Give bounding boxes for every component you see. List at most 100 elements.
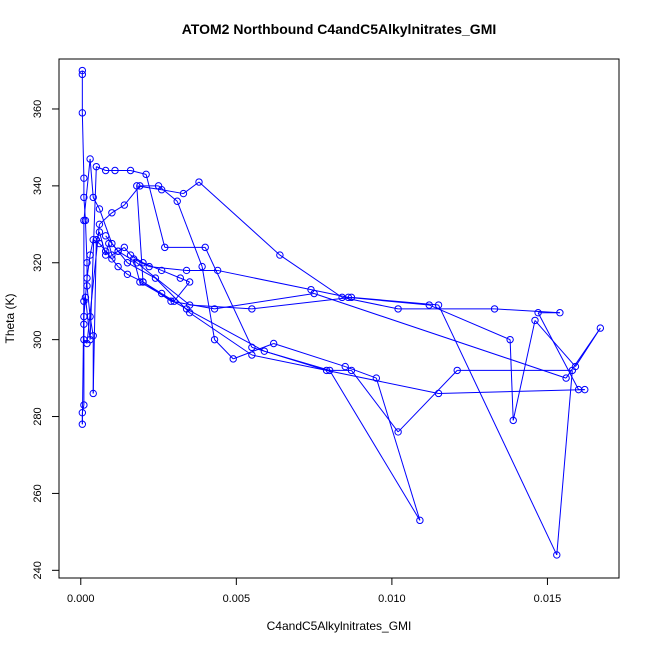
series-segment [173,281,191,302]
series-segment [136,262,190,306]
data-point [78,420,87,428]
series-segment [438,304,558,556]
data-point [101,247,110,255]
data-point [310,289,318,298]
series-segment [329,370,421,521]
data-point [108,239,116,248]
y-tick-label: 360 [32,100,44,118]
series-segment [89,158,94,198]
series-segment [99,243,107,252]
series-segment [351,296,439,306]
data-point [101,232,110,240]
data-point [347,366,356,375]
y-tick-label: 340 [32,177,44,195]
data-point [167,297,175,305]
data-point [581,385,589,394]
data-point [248,351,256,359]
data-point [114,262,122,271]
series-segment [198,181,281,256]
data-point [89,193,97,202]
series-segment [89,239,94,256]
data-point [434,301,443,309]
data-point [126,166,135,175]
data-point [95,220,104,229]
data-point [86,155,94,163]
data-point [86,335,94,344]
series-points [78,66,605,559]
data-point [80,401,88,409]
data-point [78,109,87,117]
series-segment [189,304,252,310]
series-segment [86,224,100,344]
data-point [111,166,119,175]
data-point [95,205,104,213]
series-segment [158,185,178,202]
data-point [133,259,141,267]
series-segment [117,266,128,275]
data-point [89,235,97,244]
data-point [81,293,90,302]
data-point [89,389,97,398]
series-segment [176,201,203,267]
data-point [80,174,88,182]
data-point [78,66,87,75]
series-segment [251,296,352,310]
series-segment [556,370,573,555]
series-segment [273,343,346,368]
series-segment [565,327,601,379]
data-point [78,70,87,79]
x-axis: 0.000 0.005 0.010 0.015 [67,577,561,605]
data-point [213,266,222,275]
data-point [531,316,539,325]
series-segment [438,389,585,394]
data-point [136,278,144,286]
data-point [568,366,577,375]
data-point [210,335,219,344]
series-segment [233,343,274,360]
series-segment [145,174,166,248]
data-point [108,251,116,259]
data-point [341,362,349,371]
data-point [506,335,514,344]
data-point [490,305,499,313]
y-axis-label: Theta (K) [3,293,17,343]
series-segment [81,301,85,425]
series-segment [397,370,458,433]
data-point [114,247,122,255]
data-point [416,516,424,525]
data-point [83,282,91,290]
y-tick-label: 240 [32,561,44,579]
series-segment [537,312,579,390]
data-point [142,170,150,179]
series-segment [98,208,113,244]
data-point [195,178,203,186]
data-point [133,182,141,190]
data-point [78,408,87,417]
data-point [556,309,564,317]
x-tick-label: 0.000 [67,593,95,605]
data-point [182,266,191,275]
data-point [198,262,206,271]
data-point [269,339,278,348]
series-segment [86,285,91,317]
data-point [120,201,129,209]
data-point [157,289,166,298]
series-lines [81,70,601,556]
data-point [325,366,334,375]
data-point [562,374,570,382]
data-point [173,197,181,205]
x-axis-label: C4andC5Alkylnitrates_GMI [267,619,412,633]
series-segment [313,293,567,379]
data-point [123,270,132,278]
data-point [322,366,331,375]
series-segment [251,354,439,394]
data-point [92,162,101,171]
series-segment [149,266,187,271]
data-point [80,216,88,225]
data-point [108,255,116,263]
data-point [83,259,91,267]
series-segment [96,166,106,171]
series-segment [251,346,327,371]
series-segment [92,197,100,210]
